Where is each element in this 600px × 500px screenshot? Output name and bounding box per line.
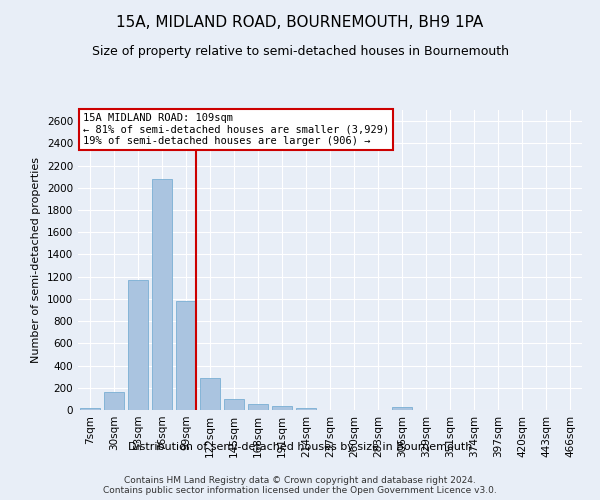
Bar: [200, 378, 220, 410]
Bar: [128, 280, 148, 410]
Bar: [296, 408, 316, 410]
Text: 15A, MIDLAND ROAD, BOURNEMOUTH, BH9 1PA: 15A, MIDLAND ROAD, BOURNEMOUTH, BH9 1PA: [116, 15, 484, 30]
Y-axis label: Number of semi-detached properties: Number of semi-detached properties: [31, 157, 41, 363]
Bar: [152, 179, 172, 410]
Bar: [224, 399, 244, 410]
Bar: [104, 392, 124, 410]
Text: Distribution of semi-detached houses by size in Bournemouth: Distribution of semi-detached houses by …: [128, 442, 472, 452]
Text: Contains HM Land Registry data © Crown copyright and database right 2024.: Contains HM Land Registry data © Crown c…: [124, 476, 476, 485]
Text: 15A MIDLAND ROAD: 109sqm
← 81% of semi-detached houses are smaller (3,929)
19% o: 15A MIDLAND ROAD: 109sqm ← 81% of semi-d…: [83, 113, 389, 146]
Bar: [272, 406, 292, 410]
Bar: [392, 407, 412, 410]
Bar: [248, 404, 268, 410]
Bar: [176, 301, 196, 410]
Text: Size of property relative to semi-detached houses in Bournemouth: Size of property relative to semi-detach…: [91, 45, 509, 58]
Text: Contains public sector information licensed under the Open Government Licence v3: Contains public sector information licen…: [103, 486, 497, 495]
Bar: [80, 408, 100, 410]
